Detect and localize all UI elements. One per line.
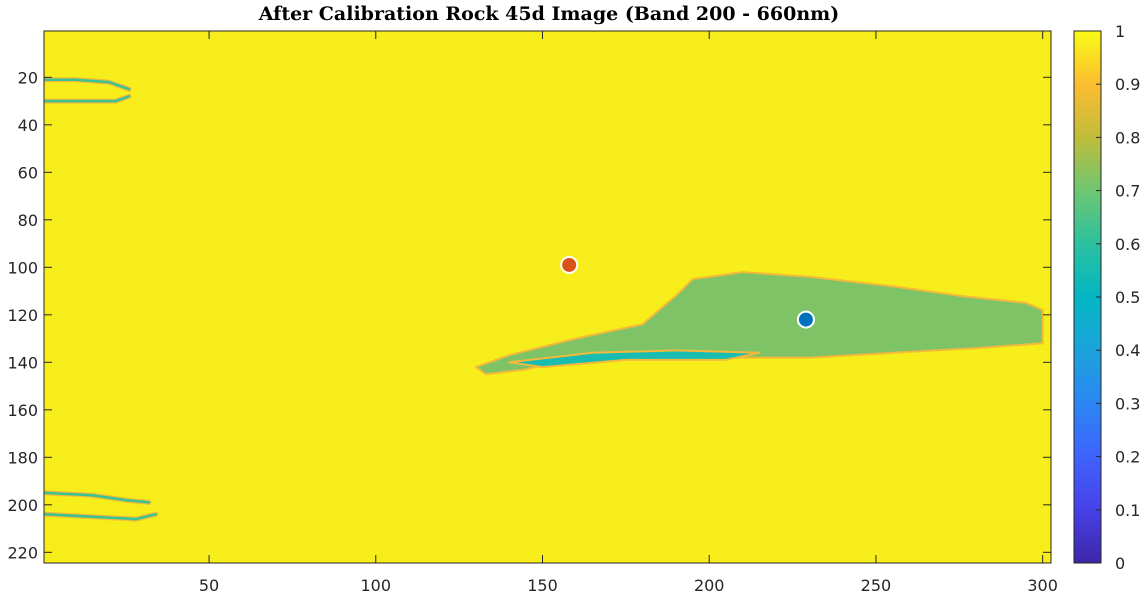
- y-tick-label: 160: [7, 401, 38, 420]
- colorbar-tick-label: 1: [1115, 22, 1125, 41]
- colorbar-tick-label: 0.5: [1115, 288, 1140, 307]
- y-tick-label: 60: [18, 163, 38, 182]
- axes-box: [43, 30, 1052, 564]
- y-tick-label: 120: [7, 306, 38, 325]
- colorbar-tick-label: 0.2: [1115, 448, 1140, 467]
- y-tick-label: 100: [7, 258, 38, 277]
- x-tick-label: 200: [694, 576, 725, 595]
- chart-title: After Calibration Rock 45d Image (Band 2…: [258, 3, 840, 25]
- edge-streak: [44, 78, 131, 91]
- y-tick-label: 180: [7, 448, 38, 467]
- x-tick-label: 100: [361, 576, 392, 595]
- x-tick-label: 150: [527, 576, 558, 595]
- edge-streak: [44, 95, 131, 103]
- colorbar-tick-label: 0.6: [1115, 235, 1140, 254]
- image-features: [44, 77, 1044, 522]
- colorbar-tick-label: 0.3: [1115, 394, 1140, 413]
- image-axes: 50 100 150 200 250 300 20 40 60 80 100 120 140 160 18…: [7, 30, 1058, 595]
- colorbar-tick-label: 0.7: [1115, 182, 1140, 201]
- x-tick-label: 250: [861, 576, 892, 595]
- edge-streak: [44, 513, 157, 521]
- colorbar: 0 0.1 0.2 0.3 0.4 0.5 0.6 0.7 0.8 0.9 1: [1073, 22, 1140, 573]
- edge-streak: [44, 491, 151, 504]
- x-tick-label: 50: [199, 576, 219, 595]
- y-tick-label: 220: [7, 543, 38, 562]
- x-tick-label: 300: [1027, 576, 1058, 595]
- colorbar-tick-label: 0.4: [1115, 341, 1140, 360]
- point-markers: [560, 255, 815, 329]
- colorbar-tick-label: 0.9: [1115, 75, 1140, 94]
- y-tick-label: 80: [18, 211, 38, 230]
- y-tick-label: 20: [18, 68, 38, 87]
- colorbar-tick-label: 0.8: [1115, 128, 1140, 147]
- marker-point-1: [560, 255, 579, 274]
- y-tick-label: 40: [18, 116, 38, 135]
- y-tick-label: 140: [7, 353, 38, 372]
- low-band: [508, 349, 761, 369]
- marker-point-2: [796, 310, 815, 329]
- colorbar-ticks: 0 0.1 0.2 0.3 0.4 0.5 0.6 0.7 0.8 0.9 1: [1096, 22, 1140, 573]
- y-tick-label: 200: [7, 496, 38, 515]
- colorbar-tick-label: 0: [1115, 554, 1125, 573]
- y-axis-ticks: 20 40 60 80 100 120 140 160 180 200 220: [7, 68, 1051, 562]
- colorbar-tick-label: 0.1: [1115, 501, 1140, 520]
- x-axis-ticks: 50 100 150 200 250 300: [199, 31, 1058, 595]
